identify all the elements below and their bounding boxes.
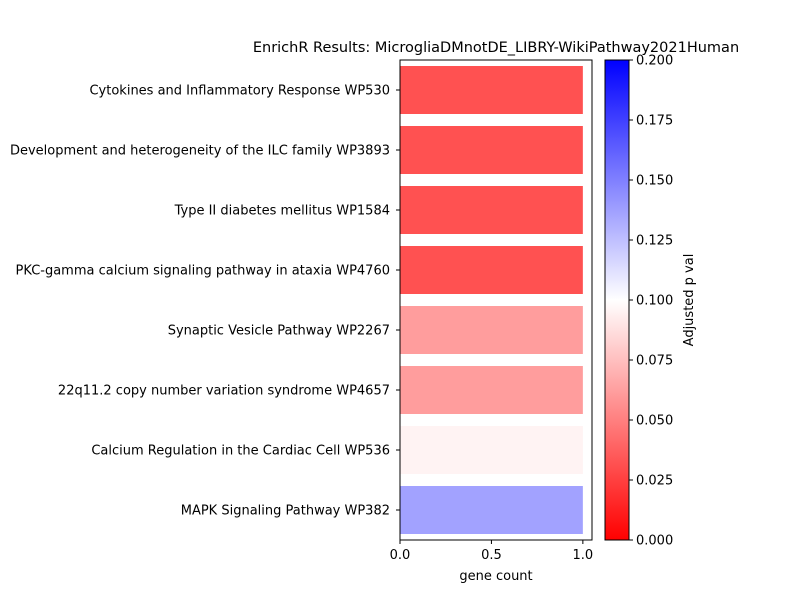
plot-frame — [399, 59, 593, 541]
bar-7 — [400, 426, 583, 474]
colorbar-tick-label: 0.200 — [636, 54, 673, 69]
colorbar-tick-label: 0.075 — [636, 354, 673, 369]
x-tick-label: 0.5 — [481, 548, 502, 563]
x-tick-label: 0.0 — [390, 548, 411, 563]
chart-title: EnrichR Results: MicrogliaDMnotDE_LIBRY-… — [253, 40, 739, 56]
category-label: Development and heterogeneity of the ILC… — [10, 144, 390, 159]
colorbar-ticks: 0.000 0.025 0.050 0.075 0.100 0.125 0.150 0.175… — [629, 54, 673, 549]
bar-1 — [400, 66, 583, 114]
bar-5 — [400, 306, 583, 354]
colorbar-tick-label: 0.100 — [636, 294, 673, 309]
category-label: Synaptic Vesicle Pathway WP2267 — [168, 324, 390, 339]
plot-area: Cytokines and Inflammatory Response WP53… — [10, 59, 594, 563]
colorbar-gradient — [604, 59, 630, 541]
colorbar-tick-label: 0.125 — [636, 234, 673, 249]
category-label: MAPK Signaling Pathway WP382 — [181, 504, 390, 519]
colorbar-tick-label: 0.025 — [636, 474, 673, 489]
category-label: Type II diabetes mellitus WP1584 — [174, 204, 390, 219]
colorbar-tick-label: 0.050 — [636, 414, 673, 429]
bar-3 — [400, 186, 583, 234]
category-labels: Cytokines and Inflammatory Response WP53… — [10, 84, 400, 519]
category-label: Calcium Regulation in the Cardiac Cell W… — [91, 444, 390, 459]
x-axis-label: gene count — [459, 569, 532, 584]
category-label: 22q11.2 copy number variation syndrome W… — [58, 384, 390, 399]
category-label: PKC-gamma calcium signaling pathway in a… — [16, 264, 390, 279]
colorbar-tick-label: 0.175 — [636, 114, 673, 129]
colorbar-tick-label: 0.000 — [636, 534, 673, 549]
bar-8 — [400, 486, 583, 534]
colorbar-label: Adjusted p val — [682, 254, 697, 347]
bars — [400, 66, 583, 534]
x-tick-label: 1.0 — [573, 548, 594, 563]
bar-6 — [400, 366, 583, 414]
x-axis-ticks: 0.0 0.5 1.0 — [390, 540, 594, 563]
bar-2 — [400, 126, 583, 174]
colorbar: 0.000 0.025 0.050 0.075 0.100 0.125 0.150 0.175… — [604, 54, 697, 549]
category-label: Cytokines and Inflammatory Response WP53… — [89, 84, 390, 99]
bar-4 — [400, 246, 583, 294]
colorbar-tick-label: 0.150 — [636, 174, 673, 189]
